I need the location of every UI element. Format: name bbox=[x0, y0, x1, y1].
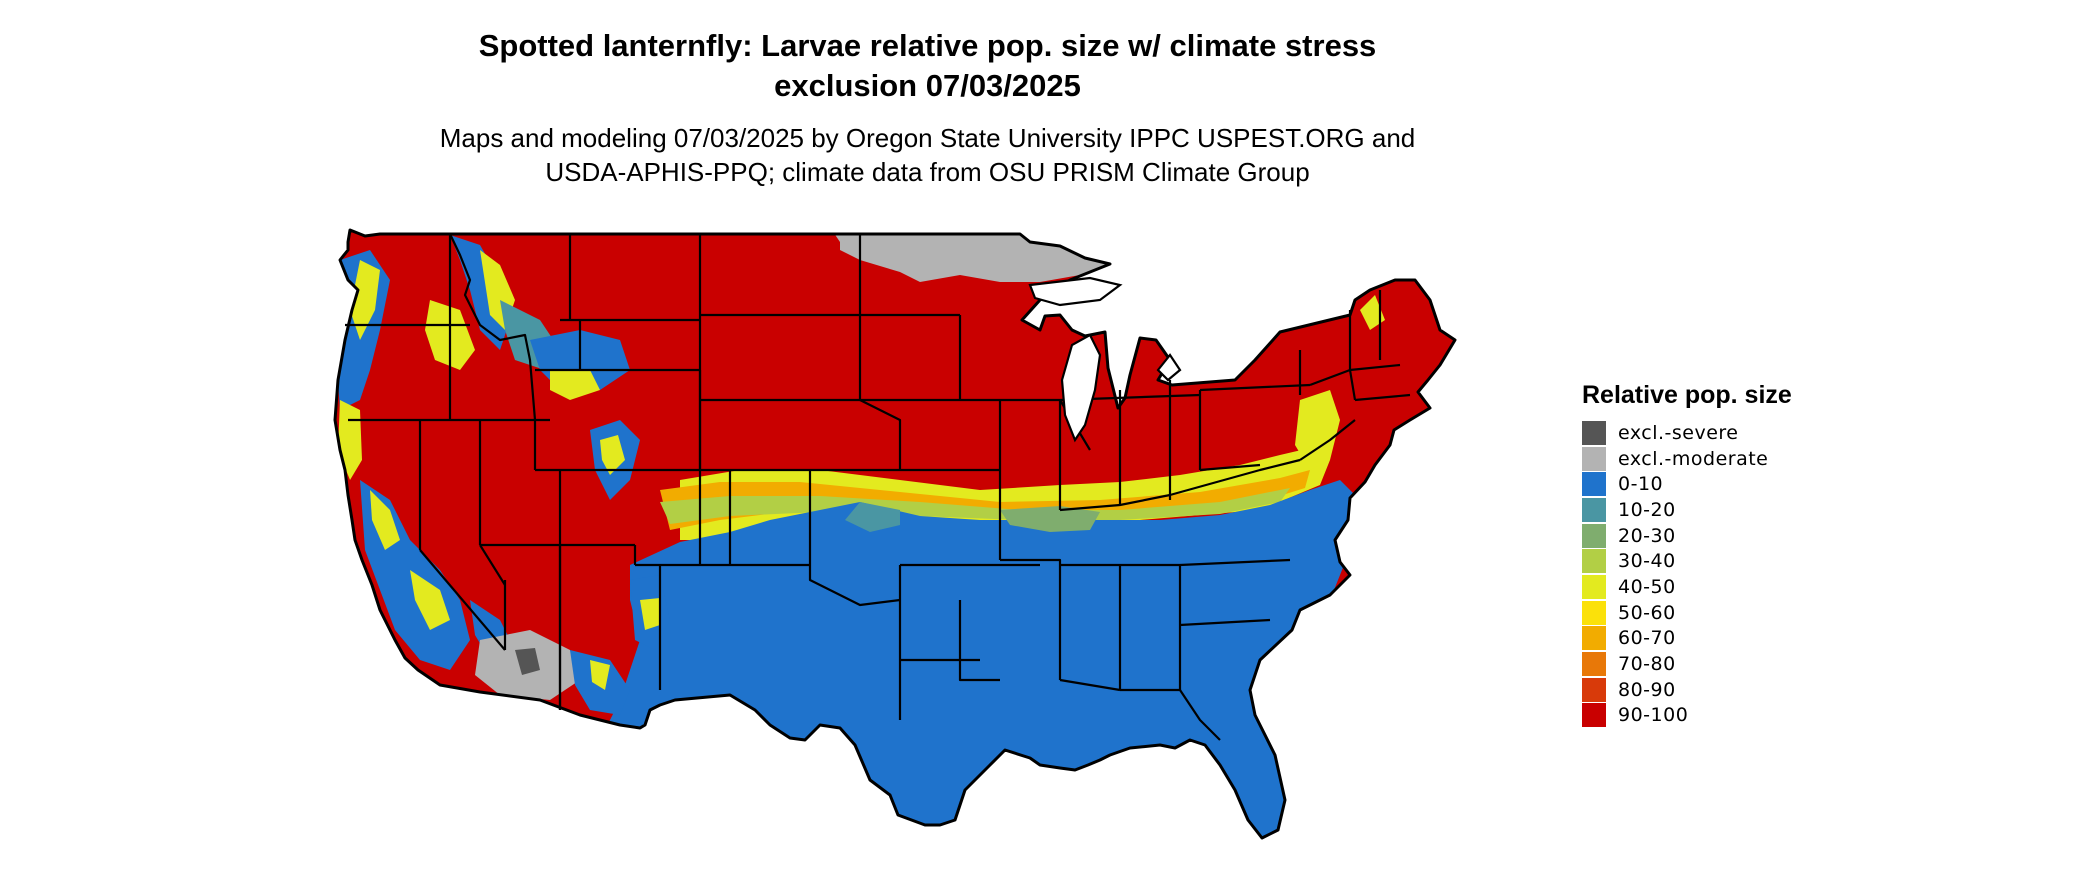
legend-swatch bbox=[1582, 626, 1606, 651]
legend-label: excl.-severe bbox=[1618, 421, 1739, 444]
legend-swatch bbox=[1582, 703, 1606, 728]
legend-swatch bbox=[1582, 600, 1606, 625]
legend-item: 40-50 bbox=[1582, 574, 1792, 600]
legend-item: excl.-severe bbox=[1582, 420, 1792, 446]
us-map bbox=[333, 228, 1457, 840]
legend-label: 0-10 bbox=[1618, 473, 1664, 496]
map-subtitle-line2: USDA-APHIS-PPQ; climate data from OSU PR… bbox=[545, 157, 1310, 187]
map-subtitle-line1: Maps and modeling 07/03/2025 by Oregon S… bbox=[439, 123, 1416, 153]
legend-swatch bbox=[1582, 472, 1606, 497]
legend-label: 50-60 bbox=[1618, 601, 1676, 624]
legend-swatch bbox=[1582, 446, 1606, 471]
legend-label: 30-40 bbox=[1618, 550, 1676, 573]
legend-label: 10-20 bbox=[1618, 498, 1676, 521]
legend-item: 80-90 bbox=[1582, 677, 1792, 703]
legend-item: 30-40 bbox=[1582, 548, 1792, 574]
legend-label: 80-90 bbox=[1618, 678, 1676, 701]
legend-item: excl.-moderate bbox=[1582, 446, 1792, 472]
legend-label: 90-100 bbox=[1618, 704, 1689, 727]
legend-label: 40-50 bbox=[1618, 575, 1676, 598]
legend-swatch bbox=[1582, 574, 1606, 599]
legend-label: 20-30 bbox=[1618, 524, 1676, 547]
legend-item: 60-70 bbox=[1582, 626, 1792, 652]
legend-item: 20-30 bbox=[1582, 523, 1792, 549]
legend-item: 10-20 bbox=[1582, 497, 1792, 523]
legend-item: 70-80 bbox=[1582, 651, 1792, 677]
map-title-line2: exclusion 07/03/2025 bbox=[774, 68, 1081, 103]
legend-swatch bbox=[1582, 549, 1606, 574]
legend-item: 90-100 bbox=[1582, 703, 1792, 729]
legend-swatch bbox=[1582, 497, 1606, 522]
legend-label: excl.-moderate bbox=[1618, 447, 1769, 470]
legend-items: excl.-severe excl.-moderate 0-10 10-20 20-30… bbox=[1582, 420, 1792, 728]
map-title: Spotted lanternfly: Larvae relative pop.… bbox=[0, 26, 1855, 106]
legend-label: 70-80 bbox=[1618, 653, 1676, 676]
legend-item: 0-10 bbox=[1582, 471, 1792, 497]
legend-item: 50-60 bbox=[1582, 600, 1792, 626]
map-legend: Relative pop. size excl.-severe excl.-mod… bbox=[1582, 380, 1792, 728]
map-subtitle: Maps and modeling 07/03/2025 by Oregon S… bbox=[0, 121, 1855, 189]
legend-swatch bbox=[1582, 420, 1606, 445]
legend-label: 60-70 bbox=[1618, 627, 1676, 650]
legend-swatch bbox=[1582, 523, 1606, 548]
legend-title: Relative pop. size bbox=[1582, 381, 1792, 409]
legend-swatch bbox=[1582, 652, 1606, 677]
legend-swatch bbox=[1582, 677, 1606, 702]
map-title-line1: Spotted lanternfly: Larvae relative pop.… bbox=[478, 28, 1377, 63]
